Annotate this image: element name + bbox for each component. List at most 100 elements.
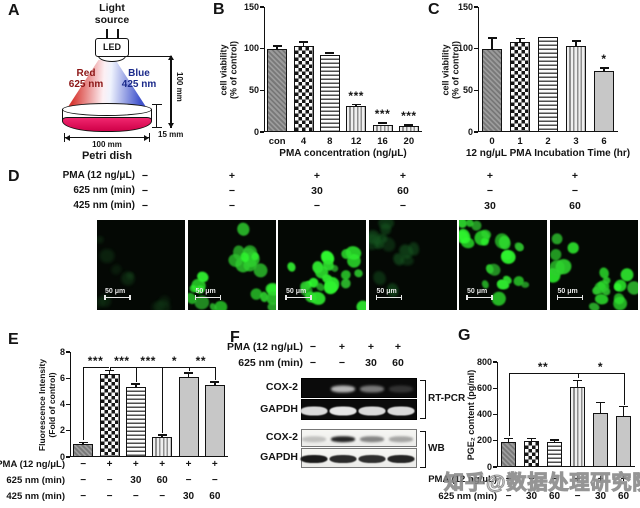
scale-bar-tick: [375, 295, 377, 300]
bar: [178, 376, 199, 457]
error-bar-cap: [378, 122, 387, 124]
gel-row-label: COX-2: [265, 381, 298, 393]
method-bracket: [420, 380, 426, 419]
gel-image: [301, 378, 417, 398]
condition-value: +: [228, 170, 236, 182]
condition-value: 60: [392, 357, 404, 369]
error-bar-cap: [527, 437, 536, 440]
dim-15mm-tick-bottom: [152, 127, 162, 129]
y-tick-label: 150: [457, 1, 473, 12]
condition-value: 60: [156, 475, 168, 486]
x-tick-label: 2: [545, 136, 551, 147]
bar: [616, 415, 631, 467]
panel-label-d: D: [8, 168, 20, 185]
bar: [73, 443, 94, 457]
error-bar: [622, 406, 625, 416]
scale-bar-label: 50 μm: [105, 288, 126, 295]
gel-row-label: COX-2: [265, 431, 298, 443]
error-bar-cap: [351, 103, 361, 106]
gel-band: [387, 455, 415, 463]
x-axis-label-c: 12 ng/μL PMA Incubation Time (hr): [465, 148, 631, 159]
condition-value: +: [132, 459, 139, 470]
fluorescent-cells: [549, 233, 638, 310]
dim-15mm-tick-top: [152, 104, 162, 106]
bar: [99, 374, 120, 457]
error-bar-cap: [105, 369, 114, 372]
arrow-up-icon: [168, 55, 174, 60]
error-bar-cap: [184, 372, 193, 374]
gel-band: [360, 436, 384, 442]
plot-area-e: [70, 352, 228, 457]
y-tick-mark: [260, 131, 264, 133]
significance-marker: **: [537, 360, 549, 374]
scale-bar-label: 50 μm: [195, 288, 216, 295]
condition-value: 30: [365, 357, 377, 369]
bar: [570, 386, 585, 467]
condition-value: −: [505, 491, 512, 502]
significance-marker: **: [195, 354, 206, 368]
scale-bar: [375, 296, 402, 298]
y-tick-label: 100: [457, 43, 473, 54]
y-tick-mark: [260, 89, 264, 92]
fluorescence-image: 50 μm: [278, 220, 366, 310]
scale-bar-tick: [400, 295, 402, 300]
panel-d: D PMA (12 ng/μL) − + + + + +625 nm (min) − −30 60−…: [0, 168, 640, 318]
condition-value: −: [399, 200, 407, 212]
arrow-down-icon: [168, 123, 174, 128]
error-bar: [187, 373, 190, 377]
condition-value: +: [338, 341, 346, 353]
fluorescence-image: 50 μm: [549, 220, 638, 310]
bar: [125, 387, 146, 457]
condition-value: −: [528, 474, 535, 485]
condition-value: 60: [209, 491, 221, 502]
dim-15mm-line: [156, 104, 158, 128]
error-bar: [82, 442, 84, 444]
y-tick-mark: [493, 413, 497, 416]
condition-value: −: [228, 185, 236, 197]
condition-value: 60: [569, 200, 581, 212]
gel-image: [300, 399, 417, 420]
condition-value: +: [574, 474, 581, 485]
bar: [267, 48, 288, 132]
gel-row-label: GAPDH: [260, 402, 298, 415]
error-bar: [576, 380, 579, 387]
error-bar: [329, 52, 331, 55]
significance-marker: *: [597, 360, 604, 374]
method-label: WB: [428, 442, 445, 454]
x-tick-label: 12: [350, 136, 362, 147]
condition-value: 30: [525, 491, 538, 502]
sig-bracket-drop: [577, 373, 579, 379]
y-tick-label: 100: [243, 43, 259, 54]
error-bar-cap: [131, 383, 141, 385]
y-tick-label: 0: [486, 461, 492, 472]
x-tick-label: 16: [377, 136, 388, 147]
condition-value: +: [211, 459, 218, 470]
scale-bar-label: 50 μm: [286, 288, 307, 295]
condition-value: 30: [594, 491, 607, 502]
condition-value: 60: [397, 185, 409, 197]
condition-value: −: [228, 200, 236, 212]
condition-row-label: 425 nm (min): [73, 200, 135, 211]
panel-g: G PGE₂ content (pg/ml) 0 200 400 600 800 ** * PMA…: [428, 325, 640, 508]
panel-label-a: A: [8, 2, 20, 19]
bar: [482, 48, 502, 132]
bar: [501, 442, 516, 467]
error-bar-cap: [515, 37, 525, 40]
gel-band: [329, 455, 357, 463]
scale-bar-tick: [219, 295, 221, 300]
y-tick-label: 4: [59, 399, 65, 409]
petri-dish-medium: [62, 117, 152, 132]
gel-band: [331, 385, 355, 393]
bar: [398, 126, 419, 132]
y-tick-label: 0: [467, 126, 473, 137]
dim-width-line: [64, 137, 150, 139]
x-axis-label-b: PMA concentration (ng/μL): [279, 148, 407, 159]
condition-value: −: [313, 200, 321, 212]
x-tick-label: 1: [517, 136, 523, 147]
scale-bar-tick: [556, 295, 558, 300]
condition-value: −: [80, 475, 87, 486]
y-tick-mark: [260, 6, 264, 8]
error-bar: [530, 438, 533, 442]
